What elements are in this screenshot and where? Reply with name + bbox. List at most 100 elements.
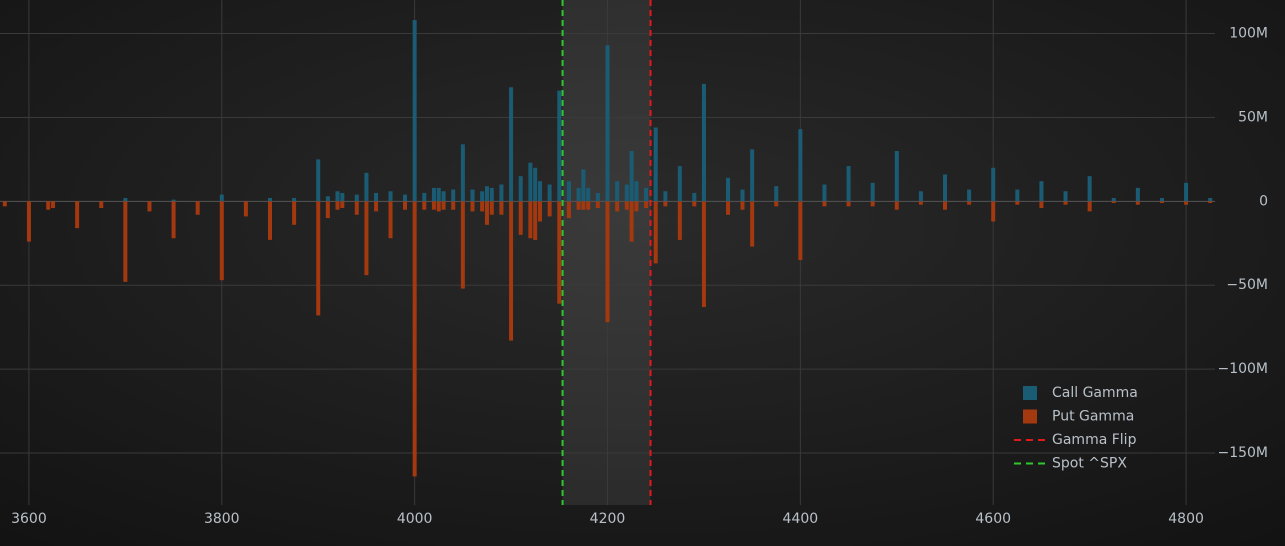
bar [1039,181,1044,202]
bar [509,201,514,341]
bar [1087,176,1092,202]
bar [605,201,610,323]
x-tick-label: 3600 [11,511,47,527]
bar [1063,201,1068,205]
bar [870,201,875,207]
x-tick-label: 4600 [975,511,1011,527]
bar [484,186,489,202]
bar [624,201,629,210]
bar [528,162,533,202]
bar [624,184,629,202]
bar [822,201,827,207]
bar [774,201,779,207]
bar [147,201,152,212]
bar [615,181,620,202]
x-tick-label: 4400 [783,511,819,527]
bar [740,201,745,210]
bar [403,194,407,202]
bar [692,201,697,207]
bar [943,174,947,202]
bar [726,177,731,202]
bar [701,201,706,308]
bar [943,201,947,210]
x-tick-label: 4200 [590,511,626,527]
bar [595,192,600,202]
bar [1111,201,1116,204]
bar [123,201,128,282]
bar [566,181,571,202]
bar [292,201,297,225]
bar [653,127,658,202]
bar [653,201,658,264]
bar [538,201,542,222]
bar [451,201,456,210]
bar [991,201,996,222]
bar [547,184,552,202]
bar [726,201,731,215]
bar [316,201,321,316]
bar [533,201,538,240]
y-tick-label: −50M [1226,277,1268,293]
bar [1184,201,1189,205]
bar [528,201,533,239]
bar [1135,187,1140,202]
x-tick-label: 3800 [204,511,240,527]
bar [967,189,972,202]
x-tick-label: 4000 [397,511,433,527]
bar [431,187,436,202]
bar [403,201,407,210]
bar [422,192,427,202]
bar [533,167,538,202]
bar [171,201,176,239]
bar [123,197,128,202]
bar [489,201,494,215]
bar [1015,201,1020,205]
legend-swatch [1023,386,1037,400]
bar [538,181,542,202]
bar [499,201,504,215]
bar [268,197,272,202]
y-tick-label: −150M [1217,445,1268,461]
bar [774,186,779,202]
bar [750,201,755,247]
bar [576,187,581,202]
legend-label[interactable]: Put Gamma [1052,409,1134,425]
legend-label[interactable]: Gamma Flip [1052,432,1137,448]
bar [1159,197,1164,202]
bar [268,201,272,240]
bar [470,201,475,212]
bar [1063,191,1068,202]
bar [576,201,581,210]
bar [75,201,80,229]
bar [518,201,523,235]
bar [460,144,465,202]
bar [354,201,359,215]
legend-label[interactable]: Call Gamma [1052,385,1138,401]
bar [586,187,591,202]
bar [480,191,485,202]
bar [388,191,393,202]
bar [547,201,552,217]
y-tick-label: 50M [1238,109,1268,125]
bar [335,201,340,210]
bar [644,201,649,209]
legend-label[interactable]: Spot ^SPX [1052,456,1127,472]
bar [644,187,649,202]
bar [2,201,7,207]
bar [1015,189,1020,202]
bar [918,191,923,202]
bar [316,159,321,202]
bar [586,201,591,210]
bar [629,201,634,242]
bar [634,181,639,202]
bar [364,172,369,202]
bar [480,201,485,212]
bar [1208,197,1213,202]
bar [489,187,494,202]
y-tick-label: −100M [1217,361,1268,377]
bar [1208,201,1213,204]
bar [26,201,31,242]
bar [499,184,504,202]
bar [870,182,875,202]
bar [629,150,634,202]
